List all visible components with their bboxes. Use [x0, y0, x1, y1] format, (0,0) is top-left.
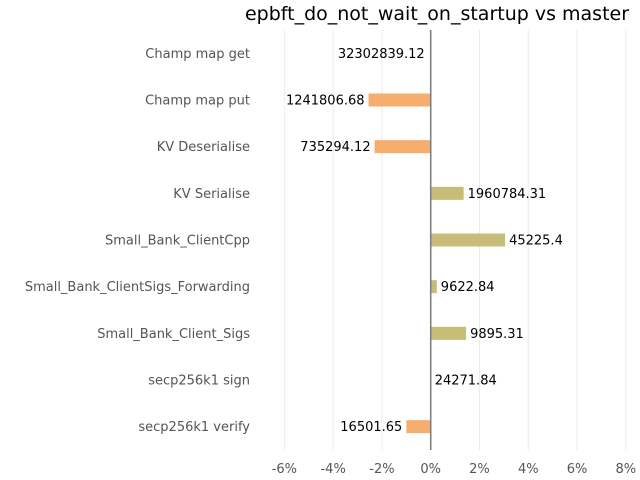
data-label: 735294.12 [300, 140, 370, 155]
category-label: KV Serialise [173, 187, 250, 202]
data-label: 1241806.68 [286, 94, 365, 109]
bar [430, 326, 467, 340]
x-tick-label: -6% [272, 462, 297, 477]
x-tick-label: -2% [369, 462, 394, 477]
data-label: 1960784.31 [468, 187, 547, 202]
category-label: secp256k1 sign [148, 374, 250, 389]
bar [406, 420, 431, 434]
x-tick-label: 8% [615, 462, 636, 477]
data-label: 24271.84 [435, 374, 497, 389]
x-tick-label: 2% [469, 462, 490, 477]
bar [430, 233, 506, 247]
category-label: Small_Bank_ClientCpp [105, 234, 250, 249]
x-tick-label: 6% [567, 462, 588, 477]
category-label: KV Deserialise [157, 140, 250, 155]
bar [368, 93, 431, 107]
chart-title: epbft_do_not_wait_on_startup vs master [245, 3, 629, 25]
data-label: 16501.65 [340, 420, 402, 435]
data-label: 9622.84 [441, 280, 495, 295]
category-label: secp256k1 verify [138, 420, 250, 435]
data-label: 32302839.12 [338, 47, 425, 62]
bar [430, 280, 437, 294]
category-labels: Champ map get Champ map put KV Deserialise… [25, 47, 250, 435]
x-tick-label: -4% [320, 462, 345, 477]
data-label: 9895.31 [470, 327, 524, 342]
x-tick-label: 4% [518, 462, 539, 477]
data-label: 45225.4 [509, 234, 563, 249]
x-tick-label: 0% [420, 462, 441, 477]
category-label: Small_Bank_Client_Sigs [97, 327, 250, 342]
bar [430, 186, 464, 200]
value-labels: 32302839.12 1241806.68 735294.12 1960784.31… [286, 47, 563, 435]
category-label: Champ map get [145, 47, 250, 62]
x-tick-labels: -6% -4% -2% 0% 2% 4% 6% 8% [272, 462, 636, 477]
category-label: Champ map put [145, 94, 250, 109]
category-label: Small_Bank_ClientSigs_Forwarding [25, 280, 250, 295]
bars [368, 93, 506, 434]
bar [374, 140, 431, 154]
